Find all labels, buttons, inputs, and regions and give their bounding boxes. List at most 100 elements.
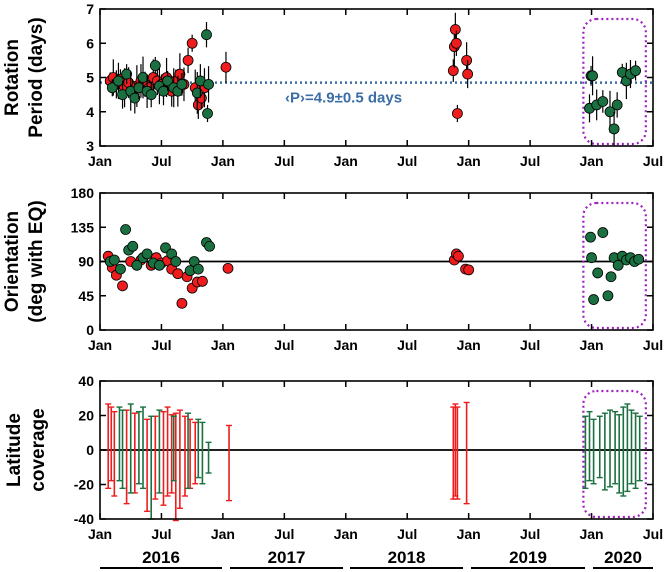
x-tick-label: Jul <box>520 337 540 353</box>
data-point <box>127 240 139 252</box>
x-tick-label: Jan <box>211 337 235 353</box>
data-point <box>141 248 153 260</box>
y-tick-label: 180 <box>71 185 95 201</box>
x-tick-label: Jul <box>151 337 171 353</box>
y-tick-label: 90 <box>78 254 94 270</box>
data-point <box>605 271 617 283</box>
data-point <box>108 254 120 266</box>
data-point <box>597 227 609 238</box>
data-point <box>162 75 173 87</box>
data-point <box>587 70 598 82</box>
data-point <box>115 263 126 275</box>
x-tick-label: Jan <box>457 153 481 169</box>
x-tick-label: Jan <box>88 153 112 169</box>
panel-3: -40 -20 0 20 40 Jan Jul Jan Jul Jan Jul Jan Jul Jan Ju… <box>4 373 663 542</box>
series-green <box>104 224 645 305</box>
data-point <box>462 68 474 80</box>
data-point <box>597 96 609 107</box>
y-tick-label: 45 <box>78 288 94 304</box>
y-axis-label-line-1: Rotation <box>2 39 23 116</box>
y-axis-label-line-2: coverage <box>28 408 49 491</box>
year-axis: 2016 2017 2018 2019 2020 <box>100 548 653 569</box>
x-tick-label: Jul <box>274 337 294 353</box>
y-tick-label: -20 <box>74 477 94 493</box>
x-tick-label: Jan <box>334 153 358 169</box>
data-point <box>186 37 198 49</box>
x-tick-label: Jul <box>151 153 171 169</box>
x-tick-label: Jul <box>397 526 417 542</box>
x-tick-label: Jul <box>643 153 663 169</box>
data-point <box>153 259 165 271</box>
x-tick-label: Jul <box>520 526 540 542</box>
data-point <box>453 250 464 262</box>
year-label-2016: 2016 <box>142 548 180 567</box>
y-axis-label-line-1: Latitude <box>4 413 25 487</box>
x-tick-label: Jan <box>211 153 235 169</box>
y-tick-label: 5 <box>86 70 94 86</box>
x-tick-label: Jul <box>274 153 294 169</box>
x-tick-label: Jul <box>274 526 294 542</box>
y-axis-label-line-2: Period (days) <box>26 17 47 137</box>
year-label-2020: 2020 <box>604 548 642 567</box>
panel-1: 3 4 5 6 7 Jan Jul Jan Jul Jan Jul Jan Jul Jan Jul Rotat… <box>2 1 663 169</box>
x-tick-label: Jul <box>643 526 663 542</box>
data-point <box>447 65 459 77</box>
y-tick-label: 0 <box>86 322 94 338</box>
data-point <box>585 231 596 243</box>
data-point <box>117 280 128 292</box>
x-tick-label: Jul <box>151 526 171 542</box>
data-point <box>611 99 623 111</box>
year-label-2017: 2017 <box>268 548 306 567</box>
data-point <box>137 72 149 83</box>
year-label-2018: 2018 <box>388 548 426 567</box>
data-point <box>131 259 143 271</box>
data-point <box>612 259 624 271</box>
x-tick-label: Jan <box>457 526 481 542</box>
data-point <box>602 290 614 302</box>
y-tick-label: 3 <box>86 138 94 154</box>
y-axis-label-line-1: Orientation <box>2 211 23 312</box>
data-point <box>120 224 132 235</box>
x-tick-label: Jan <box>579 337 603 353</box>
x-tick-label: Jul <box>397 153 417 169</box>
x-tick-label: Jul <box>520 153 540 169</box>
mean-annotation: ‹P›=4.9±0.5 days <box>285 90 402 107</box>
x-tick-label: Jan <box>334 337 358 353</box>
panel-2: 0 45 90 135 180 Jan Jul Jan Jul Jan Jul Jan Jul Jan Ju… <box>2 185 663 353</box>
x-tick-label: Jan <box>88 337 112 353</box>
data-point <box>630 65 641 77</box>
data-point <box>450 37 462 49</box>
data-point <box>197 275 208 287</box>
series-red <box>102 248 475 309</box>
data-point <box>586 252 597 264</box>
series-red <box>105 401 470 522</box>
highlight-box-2020 <box>582 17 647 146</box>
x-tick-label: Jul <box>643 337 663 353</box>
data-point <box>452 108 463 119</box>
series-green <box>116 403 643 520</box>
data-point <box>463 264 475 276</box>
x-tick-label: Jan <box>579 526 603 542</box>
x-tick-label: Jan <box>211 526 235 542</box>
data-point <box>633 253 645 265</box>
data-point <box>449 24 461 35</box>
x-tick-label: Jan <box>88 526 112 542</box>
y-tick-label: 20 <box>78 408 94 424</box>
data-point <box>461 54 473 66</box>
data-point <box>592 267 604 279</box>
y-tick-label: 40 <box>78 373 94 389</box>
data-point <box>170 256 182 267</box>
data-point <box>113 75 124 87</box>
data-point <box>192 263 204 275</box>
highlight-box-2020 <box>582 201 647 330</box>
x-tick-label: Jul <box>397 337 417 353</box>
data-point <box>172 268 184 280</box>
x-tick-label: Jan <box>457 337 481 353</box>
y-tick-label: 4 <box>86 104 94 120</box>
data-point <box>220 61 232 73</box>
data-point <box>145 89 157 101</box>
y-axis-label-line-2: (deg with EQ) <box>26 200 47 322</box>
year-label-2019: 2019 <box>509 548 547 567</box>
data-point <box>201 29 212 41</box>
